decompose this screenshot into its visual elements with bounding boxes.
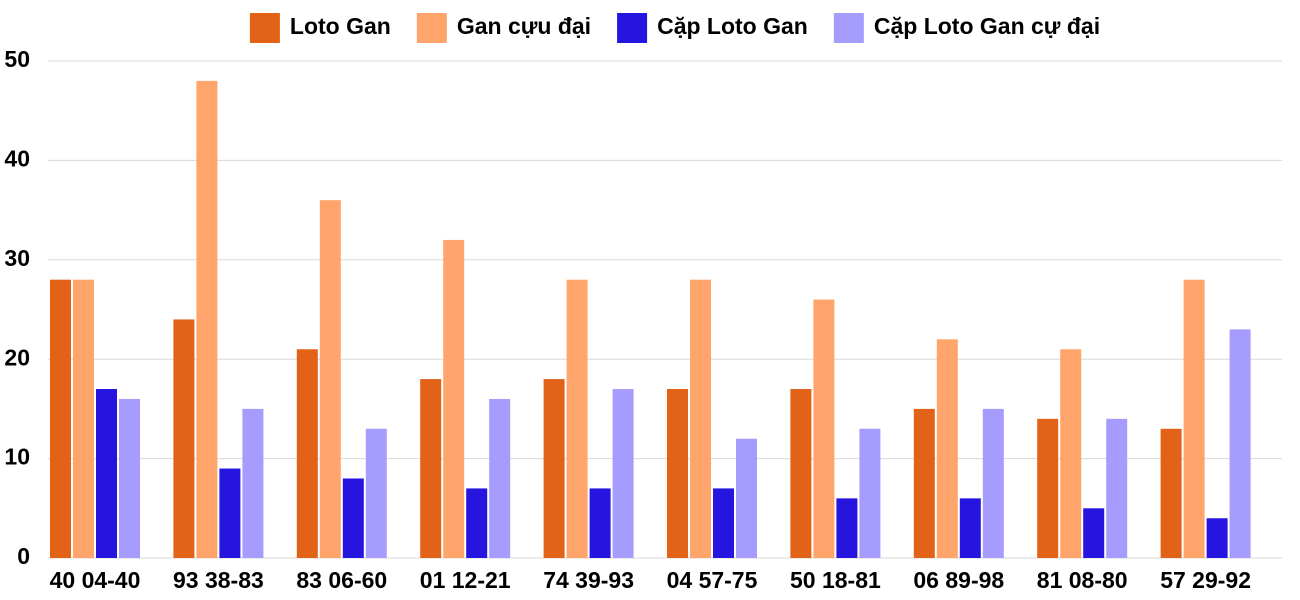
bar — [566, 279, 588, 558]
bar — [790, 389, 812, 558]
bar — [713, 488, 734, 558]
bar — [913, 408, 935, 558]
bar — [296, 349, 318, 558]
bar — [1160, 428, 1182, 558]
legend-swatch — [416, 13, 447, 43]
legend-swatch — [617, 13, 648, 43]
bar — [589, 488, 611, 558]
bar — [936, 339, 958, 558]
bar — [50, 279, 71, 558]
x-tick-label: 93 38-83 — [173, 567, 264, 593]
x-tick-label: 74 39-93 — [543, 567, 634, 593]
legend-label: Loto Gan — [290, 13, 391, 39]
bar — [1229, 329, 1251, 558]
bar — [982, 408, 1004, 558]
x-tick-label: 04 57-75 — [667, 567, 758, 593]
bar — [1083, 508, 1105, 558]
y-tick-label: 0 — [17, 543, 30, 569]
y-tick-label: 40 — [4, 145, 30, 171]
x-tick-label: 57 29-92 — [1160, 567, 1251, 593]
bar — [1206, 518, 1228, 558]
bar — [690, 279, 711, 558]
bar — [196, 80, 218, 558]
bar — [667, 389, 688, 558]
bar — [96, 389, 117, 558]
bar — [73, 279, 94, 558]
legend-label: Gan cựu đại — [457, 13, 591, 39]
legend-swatch — [833, 13, 864, 43]
bar — [543, 379, 565, 558]
legend-label: Cặp Loto Gan cự đại — [874, 13, 1100, 39]
bar — [420, 379, 442, 558]
bar — [242, 408, 264, 558]
bar — [1106, 418, 1128, 558]
bar — [1060, 349, 1082, 558]
bar — [959, 498, 981, 558]
y-tick-label: 10 — [4, 444, 30, 470]
x-tick-label: 40 04-40 — [50, 567, 141, 593]
bar — [119, 398, 140, 558]
x-tick-label: 81 08-80 — [1037, 567, 1128, 593]
bar — [342, 478, 364, 558]
bar — [836, 498, 858, 558]
x-tick-label: 01 12-21 — [420, 567, 511, 593]
legend-label: Cặp Loto Gan — [657, 13, 808, 39]
x-tick-label: 50 18-81 — [790, 567, 881, 593]
x-tick-label: 83 06-60 — [296, 567, 387, 593]
bar — [859, 428, 881, 558]
bar — [466, 488, 488, 558]
legend-swatch — [249, 13, 280, 43]
y-tick-label: 20 — [4, 344, 30, 370]
bar — [173, 319, 195, 558]
bar — [365, 428, 387, 558]
bar — [319, 200, 341, 558]
x-tick-label: 06 89-98 — [913, 567, 1004, 593]
bar — [813, 299, 835, 558]
y-tick-label: 50 — [4, 46, 30, 72]
bar — [1037, 418, 1059, 558]
bar — [219, 468, 241, 558]
bar — [1183, 279, 1205, 558]
y-tick-label: 30 — [4, 245, 30, 271]
bar — [736, 438, 757, 558]
bar — [612, 389, 634, 558]
bar — [443, 239, 465, 559]
bar — [489, 398, 511, 558]
